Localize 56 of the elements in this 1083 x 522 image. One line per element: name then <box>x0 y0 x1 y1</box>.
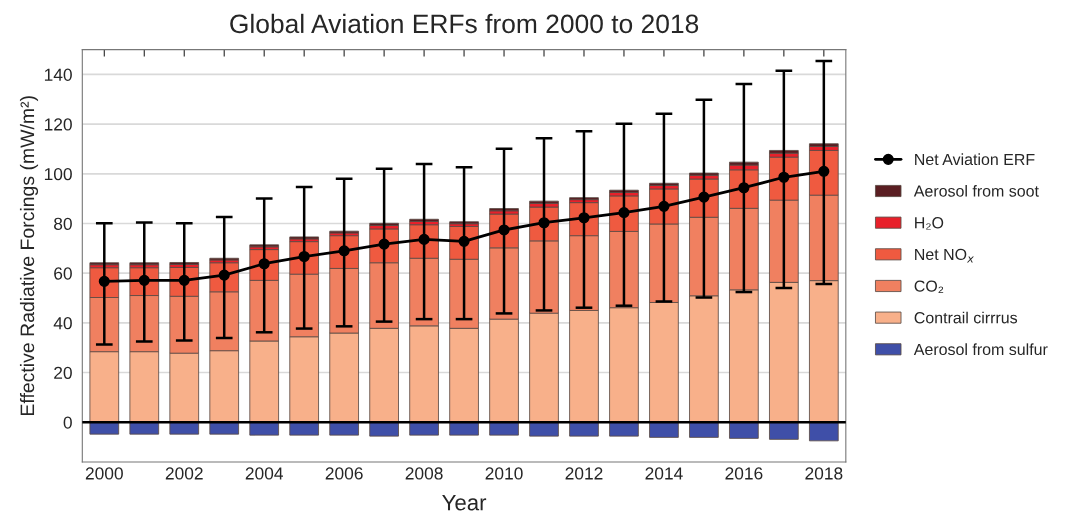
x-tick-label: 2014 <box>645 467 683 480</box>
bar <box>409 421 439 436</box>
chart-title: Global Aviation ERFs from 2000 to 2018 <box>230 13 699 34</box>
x-tick-label: 2016 <box>725 467 763 480</box>
legend-label: Contrail cirrrus <box>914 311 1018 324</box>
bar <box>609 421 639 437</box>
bar <box>129 421 160 435</box>
legend-label: Net Aviation ERF <box>915 153 1035 166</box>
bar <box>89 421 120 435</box>
y-axis-title: Effective Radiative Forcings (mW/m²) <box>19 96 39 415</box>
y-tick-label: 40 <box>53 317 72 330</box>
bar <box>489 421 519 436</box>
bar <box>809 143 839 147</box>
x-tick-label: 2000 <box>85 467 123 480</box>
x-tick-label: 2018 <box>805 467 843 480</box>
legend-label: CO₂ <box>914 280 944 293</box>
bar <box>729 421 759 439</box>
bar <box>209 421 240 435</box>
bar <box>809 421 839 442</box>
x-axis-title: Year <box>442 494 487 511</box>
x-tick-label: 2010 <box>485 467 523 480</box>
x-tick-label: 2004 <box>245 467 283 480</box>
y-tick-label: 120 <box>44 118 72 131</box>
x-tick-label: 2006 <box>325 467 363 480</box>
legend-label: Net NO$_{x}$ <box>915 248 974 263</box>
bar <box>289 421 319 436</box>
bar <box>169 421 200 435</box>
bar <box>249 421 279 436</box>
y-tick-label: 60 <box>54 267 72 280</box>
bar <box>529 200 559 204</box>
bar <box>649 182 679 186</box>
bar <box>609 189 639 193</box>
bar <box>569 421 599 437</box>
legend-label: Aerosol from sulfur <box>913 343 1048 356</box>
bar <box>689 172 719 176</box>
bar <box>689 421 719 438</box>
y-tick-label: 0 <box>63 416 72 429</box>
y-tick-label: 140 <box>44 68 72 81</box>
x-tick-label: 2008 <box>405 467 443 480</box>
bar <box>329 421 359 436</box>
x-tick-label: 2002 <box>165 467 203 480</box>
y-tick-label: 80 <box>54 217 72 230</box>
bar <box>449 421 479 436</box>
bar <box>769 421 799 440</box>
y-tick-label: 20 <box>54 366 72 379</box>
x-tick-label: 2012 <box>565 467 603 480</box>
y-tick-label: 100 <box>44 167 72 181</box>
bar <box>729 161 759 166</box>
bar <box>529 421 559 437</box>
legend-label: Aerosol from soot <box>913 185 1039 197</box>
legend-label: H₂O <box>915 217 944 230</box>
bar <box>409 218 439 222</box>
bar <box>369 421 399 437</box>
bar <box>649 421 679 438</box>
bar <box>369 222 399 226</box>
bar <box>769 150 799 154</box>
